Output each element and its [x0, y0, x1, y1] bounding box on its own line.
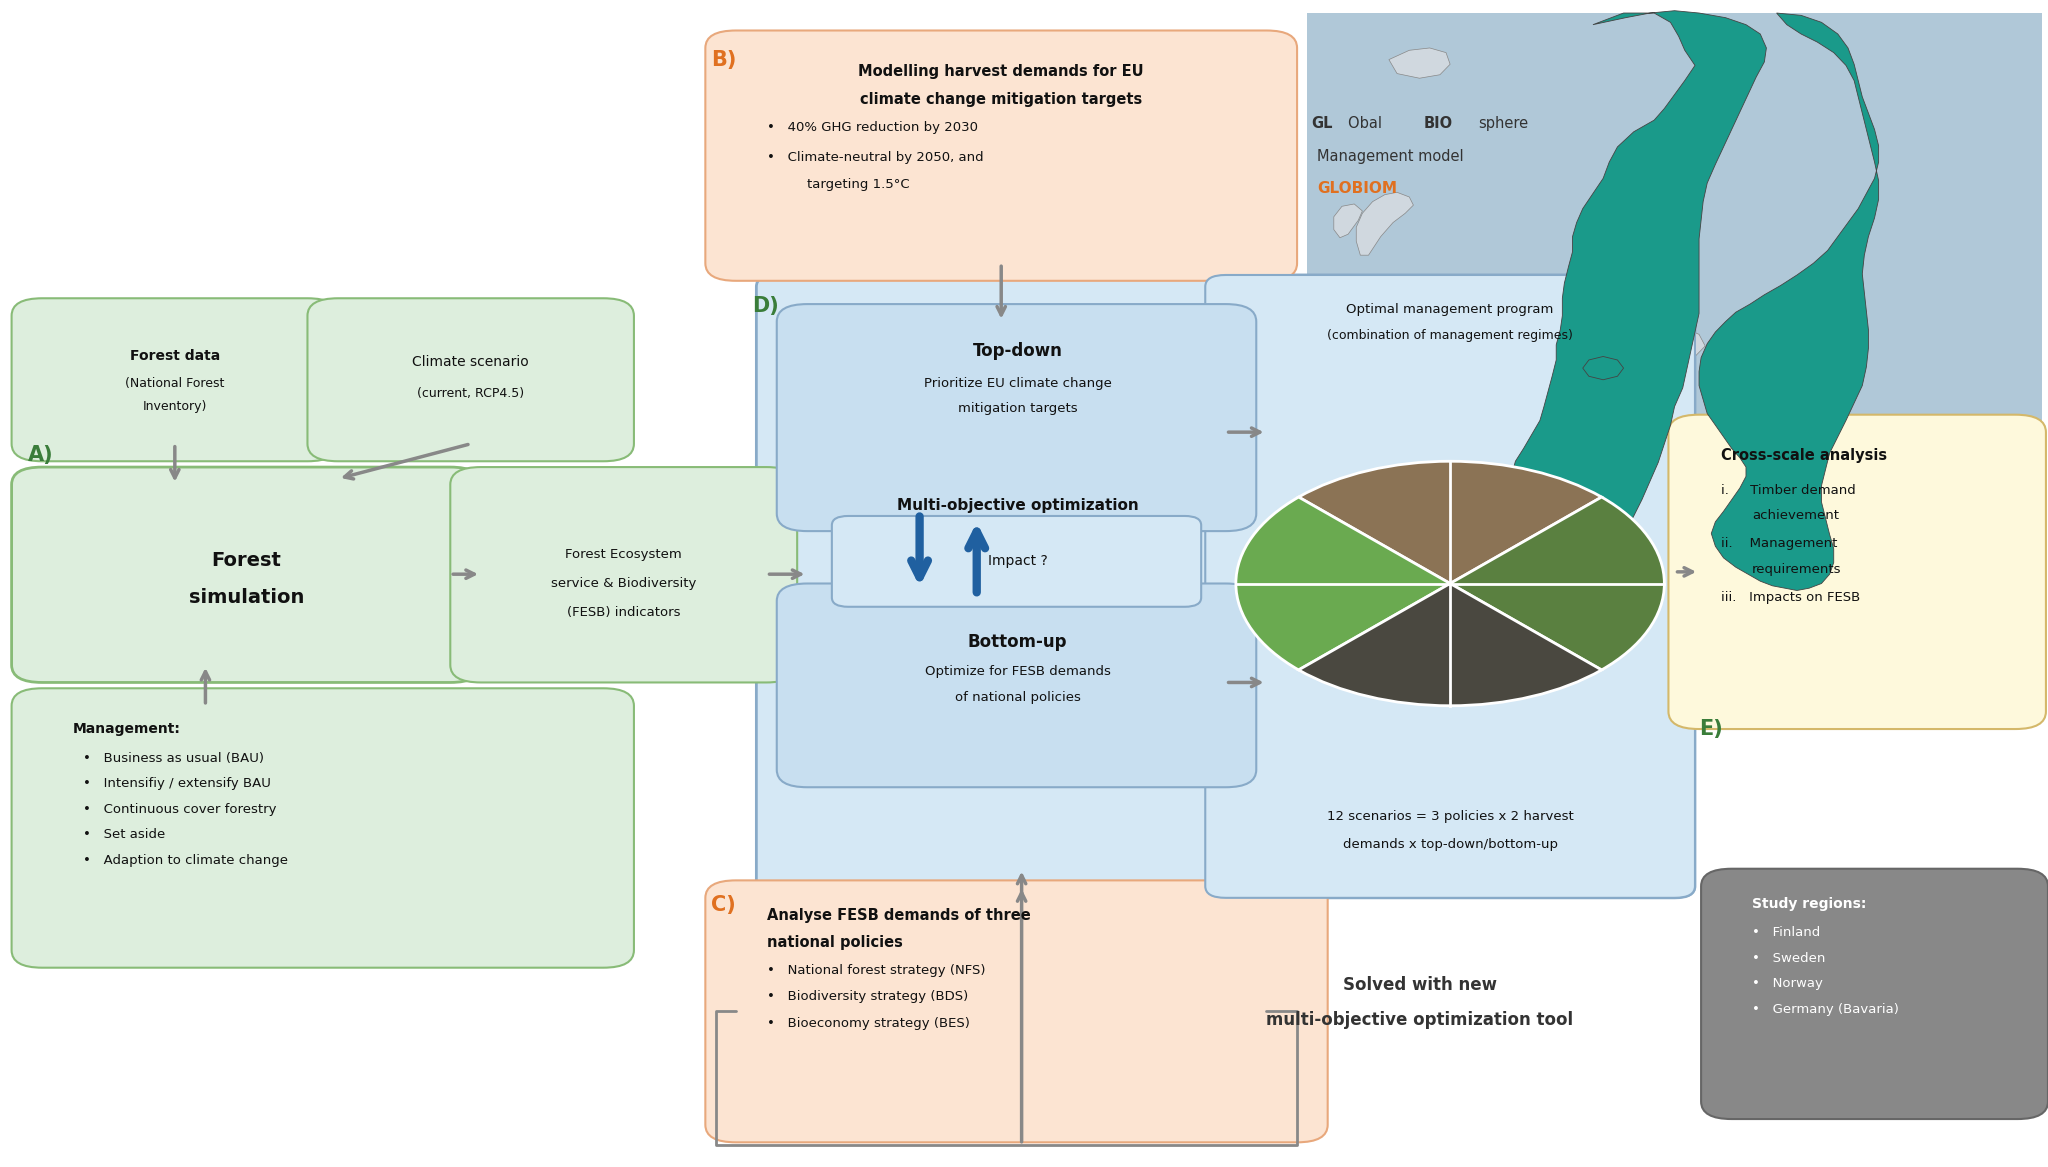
- Polygon shape: [1626, 326, 1706, 362]
- FancyBboxPatch shape: [12, 689, 635, 967]
- Text: achievement: achievement: [1753, 510, 1839, 523]
- Text: Cross-scale analysis: Cross-scale analysis: [1722, 448, 1888, 463]
- Polygon shape: [1356, 193, 1413, 256]
- Text: national policies: national policies: [766, 935, 903, 950]
- FancyBboxPatch shape: [705, 880, 1327, 1142]
- Text: D): D): [752, 296, 778, 316]
- Text: •   Bioeconomy strategy (BES): • Bioeconomy strategy (BES): [766, 1018, 969, 1030]
- Text: C): C): [711, 895, 735, 915]
- Text: Obal: Obal: [1348, 117, 1386, 131]
- FancyBboxPatch shape: [307, 299, 635, 461]
- Text: Study regions:: Study regions:: [1753, 896, 1866, 910]
- Bar: [1307, 13, 2042, 654]
- Polygon shape: [1384, 373, 1475, 419]
- Text: Inventory): Inventory): [143, 400, 207, 413]
- FancyBboxPatch shape: [451, 467, 797, 683]
- Text: •   Sweden: • Sweden: [1753, 952, 1825, 965]
- Text: Management model: Management model: [1317, 148, 1464, 163]
- Text: mitigation targets: mitigation targets: [958, 403, 1077, 415]
- Polygon shape: [1389, 48, 1450, 78]
- Text: (FESB) indicators: (FESB) indicators: [567, 606, 680, 620]
- Text: Top-down: Top-down: [973, 342, 1063, 359]
- Polygon shape: [1507, 11, 1765, 649]
- Text: A): A): [29, 446, 53, 466]
- Text: •   Set aside: • Set aside: [84, 829, 166, 841]
- Text: Forest Ecosystem: Forest Ecosystem: [565, 547, 682, 561]
- Text: multi-objective optimization tool: multi-objective optimization tool: [1266, 1011, 1573, 1029]
- Text: •   Biodiversity strategy (BDS): • Biodiversity strategy (BDS): [766, 991, 969, 1004]
- Text: Prioritize EU climate change: Prioritize EU climate change: [924, 377, 1112, 390]
- Text: (current, RCP4.5): (current, RCP4.5): [418, 387, 524, 400]
- Text: of national policies: of national policies: [954, 691, 1081, 704]
- Text: targeting 1.5°C: targeting 1.5°C: [807, 177, 909, 190]
- Text: Analyse FESB demands of three: Analyse FESB demands of three: [766, 908, 1030, 923]
- Text: climate change mitigation targets: climate change mitigation targets: [860, 92, 1143, 106]
- FancyBboxPatch shape: [1669, 414, 2046, 729]
- Text: (National Forest: (National Forest: [125, 377, 225, 390]
- Text: GL: GL: [1311, 117, 1333, 131]
- Polygon shape: [1411, 321, 1495, 369]
- Text: •   Continuous cover forestry: • Continuous cover forestry: [84, 803, 276, 816]
- FancyBboxPatch shape: [1206, 275, 1696, 897]
- Text: •   Norway: • Norway: [1753, 978, 1823, 991]
- FancyBboxPatch shape: [12, 299, 338, 461]
- Text: requirements: requirements: [1753, 562, 1841, 576]
- Wedge shape: [1298, 584, 1602, 706]
- Polygon shape: [1712, 422, 1737, 441]
- Text: B): B): [711, 50, 737, 70]
- FancyBboxPatch shape: [776, 305, 1255, 531]
- Wedge shape: [1450, 497, 1665, 670]
- Polygon shape: [1565, 414, 1602, 436]
- Wedge shape: [1235, 497, 1450, 670]
- Text: •   National forest strategy (NFS): • National forest strategy (NFS): [766, 964, 985, 977]
- Text: •   Germany (Bavaria): • Germany (Bavaria): [1753, 1004, 1898, 1016]
- Text: Solved with new: Solved with new: [1343, 976, 1497, 994]
- Text: GLOBIOM: GLOBIOM: [1317, 181, 1397, 196]
- Text: •   40% GHG reduction by 2030: • 40% GHG reduction by 2030: [766, 120, 977, 134]
- Text: Optimal management program: Optimal management program: [1346, 303, 1554, 316]
- Text: E): E): [1700, 719, 1722, 739]
- Text: Bottom-up: Bottom-up: [969, 633, 1067, 651]
- Text: •   Climate-neutral by 2050, and: • Climate-neutral by 2050, and: [766, 151, 983, 163]
- FancyBboxPatch shape: [705, 30, 1296, 281]
- FancyBboxPatch shape: [1702, 868, 2048, 1119]
- FancyBboxPatch shape: [831, 516, 1202, 607]
- Text: demands x top-down/bottom-up: demands x top-down/bottom-up: [1343, 838, 1559, 851]
- Polygon shape: [1548, 284, 1561, 305]
- Text: Forest data: Forest data: [129, 349, 219, 363]
- Polygon shape: [1466, 312, 1507, 333]
- Text: sphere: sphere: [1479, 117, 1528, 131]
- Text: iii.   Impacts on FESB: iii. Impacts on FESB: [1722, 591, 1862, 605]
- FancyBboxPatch shape: [12, 467, 481, 683]
- Polygon shape: [1333, 204, 1362, 238]
- Text: 12 scenarios = 3 policies x 2 harvest: 12 scenarios = 3 policies x 2 harvest: [1327, 810, 1573, 823]
- Text: Management:: Management:: [74, 722, 180, 736]
- Text: Impact ?: Impact ?: [987, 554, 1047, 568]
- Text: •   Intensifiy / extensify BAU: • Intensifiy / extensify BAU: [84, 777, 270, 790]
- Polygon shape: [1700, 13, 1878, 591]
- Text: ii.    Management: ii. Management: [1722, 538, 1837, 551]
- Text: Optimize for FESB demands: Optimize for FESB demands: [924, 665, 1110, 678]
- Text: simulation: simulation: [188, 588, 303, 607]
- Text: •   Business as usual (BAU): • Business as usual (BAU): [84, 752, 264, 764]
- FancyBboxPatch shape: [776, 584, 1255, 788]
- Text: Forest: Forest: [211, 551, 281, 569]
- Text: service & Biodiversity: service & Biodiversity: [551, 576, 696, 591]
- Wedge shape: [1298, 461, 1602, 584]
- Text: Multi-objective optimization: Multi-objective optimization: [897, 498, 1139, 513]
- Text: Climate scenario: Climate scenario: [412, 355, 528, 369]
- Text: (combination of management regimes): (combination of management regimes): [1327, 329, 1573, 342]
- Polygon shape: [1466, 341, 1544, 414]
- Text: •   Adaption to climate change: • Adaption to climate change: [84, 854, 289, 867]
- Text: •   Finland: • Finland: [1753, 927, 1821, 939]
- Polygon shape: [1550, 345, 1610, 368]
- Text: BIO: BIO: [1423, 117, 1452, 131]
- Polygon shape: [1522, 314, 1634, 376]
- Polygon shape: [1583, 356, 1624, 379]
- Text: i.     Timber demand: i. Timber demand: [1722, 484, 1855, 497]
- FancyBboxPatch shape: [756, 275, 1696, 897]
- Text: Modelling harvest demands for EU: Modelling harvest demands for EU: [858, 64, 1145, 78]
